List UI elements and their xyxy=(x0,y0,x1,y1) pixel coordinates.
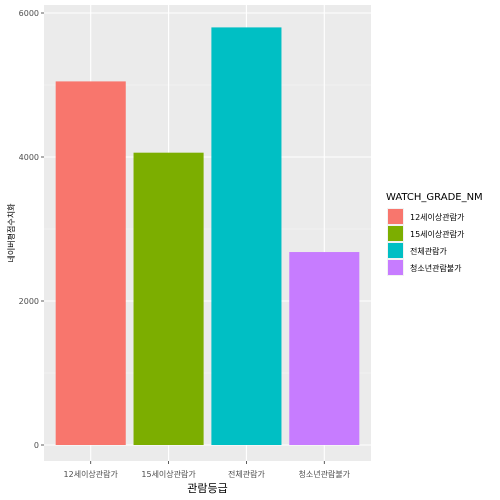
legend: WATCH_GRADE_NM 12세이상관람가 15세이상관람가전체관람가청소년관… xyxy=(386,192,483,276)
y-tick-label: 0 xyxy=(34,441,39,450)
x-tick-label: 청소년관람불가 xyxy=(299,469,351,479)
legend-label: 전체관람가 xyxy=(410,246,447,256)
y-axis-title: 네이버평점수치화 xyxy=(6,203,16,263)
y-tick-label: 6000 xyxy=(19,9,39,18)
x-tick-label: 12세이상관람가 xyxy=(64,469,119,479)
x-axis-title: 관람등급 xyxy=(187,482,227,495)
legend-swatch xyxy=(388,226,403,241)
bars xyxy=(55,27,360,446)
y-axis: 0 2000 4000 6000 xyxy=(19,9,44,450)
bar xyxy=(133,152,204,445)
x-axis: 12세이상관람가 15세이상관람가 전체관람가 청소년관람불가 xyxy=(64,461,351,479)
bar xyxy=(211,27,282,446)
legend-swatch xyxy=(388,243,403,258)
y-tick-label: 4000 xyxy=(19,153,39,162)
legend-swatch xyxy=(388,209,403,224)
legend-label: 15세이상관람가 xyxy=(410,229,465,239)
bar xyxy=(289,252,360,445)
legend-swatch xyxy=(388,260,403,275)
legend-label: 12세이상관람가 xyxy=(410,212,465,222)
x-tick-label: 전체관람가 xyxy=(228,469,265,479)
legend-title: WATCH_GRADE_NM xyxy=(386,192,483,203)
legend-label: 청소년관람불가 xyxy=(410,263,462,273)
x-tick-label: 15세이상관람가 xyxy=(141,469,196,479)
y-tick-label: 2000 xyxy=(19,297,39,306)
bar xyxy=(55,81,126,446)
